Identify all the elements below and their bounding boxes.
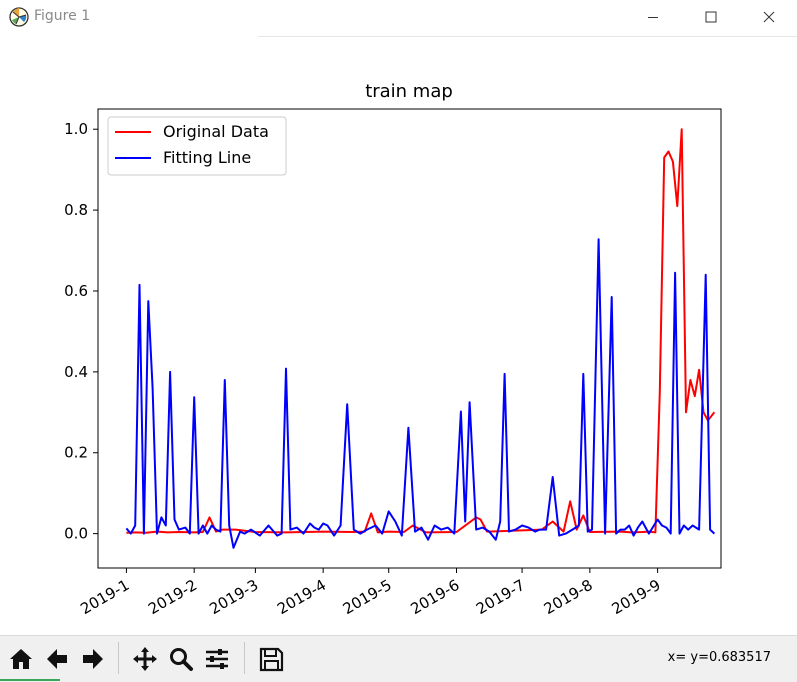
move-cross-icon bbox=[133, 647, 157, 671]
legend-label-original-data: Original Data bbox=[163, 122, 269, 141]
home-button[interactable] bbox=[6, 644, 36, 674]
chart-title: train map bbox=[365, 81, 453, 102]
x-tick-label: 2019-6 bbox=[407, 576, 462, 618]
series-line-fitting-line bbox=[125, 238, 716, 549]
close-icon bbox=[763, 11, 775, 23]
series-line-original-data bbox=[126, 128, 716, 534]
legend-box bbox=[107, 116, 287, 176]
titlebar-divider bbox=[258, 36, 797, 37]
x-tick-label: 2019-4 bbox=[274, 576, 329, 618]
window-bottom-accent bbox=[0, 679, 60, 681]
x-tick-label: 2019-8 bbox=[541, 576, 596, 618]
cursor-coordinates: x= y=0.683517 bbox=[667, 650, 771, 665]
home-icon bbox=[10, 649, 32, 669]
back-button[interactable] bbox=[42, 644, 72, 674]
y-tick-label: 0.4 bbox=[64, 363, 88, 381]
magnifier-icon bbox=[170, 648, 193, 671]
pan-button[interactable] bbox=[130, 644, 160, 674]
toolbar-separator bbox=[118, 642, 119, 674]
forward-button[interactable] bbox=[78, 644, 108, 674]
x-tick-label: 2019-9 bbox=[609, 576, 664, 618]
y-tick-label: 0.6 bbox=[64, 282, 88, 300]
arrow-left-icon bbox=[47, 649, 67, 669]
close-button[interactable] bbox=[746, 0, 792, 34]
plot-area-frame bbox=[97, 108, 722, 569]
zoom-button[interactable] bbox=[166, 644, 196, 674]
save-button[interactable] bbox=[256, 644, 286, 674]
window-titlebar: Figure 1 bbox=[0, 0, 797, 36]
x-tick-label: 2019-7 bbox=[473, 576, 528, 618]
matplotlib-logo-icon bbox=[8, 6, 30, 28]
figure-canvas[interactable]: train map 2019-1 2019-2 2019-3 2019-4 2019-5… bbox=[0, 37, 797, 635]
minimize-icon bbox=[648, 17, 658, 18]
minimize-button[interactable] bbox=[630, 0, 676, 34]
x-tick-label: 2019-2 bbox=[145, 576, 200, 618]
legend-label-fitting-line: Fitting Line bbox=[163, 148, 251, 167]
arrow-right-icon bbox=[83, 649, 103, 669]
toolbar-separator bbox=[244, 642, 245, 674]
x-tick-label: 2019-1 bbox=[77, 576, 132, 618]
window-title: Figure 1 bbox=[34, 8, 91, 24]
x-tick-label: 2019-5 bbox=[340, 576, 395, 618]
y-tick-label: 0.0 bbox=[64, 525, 88, 543]
line-chart[interactable]: train map 2019-1 2019-2 2019-3 2019-4 2019-5… bbox=[0, 37, 797, 635]
navigation-toolbar: x= y=0.683517 bbox=[0, 635, 797, 682]
maximize-button[interactable] bbox=[688, 0, 734, 34]
configure-subplots-button[interactable] bbox=[202, 644, 232, 674]
floppy-disk-icon bbox=[259, 647, 284, 672]
y-tick-label: 0.2 bbox=[64, 444, 88, 462]
maximize-icon bbox=[705, 11, 717, 23]
x-tick-label: 2019-3 bbox=[206, 576, 261, 618]
sliders-icon bbox=[206, 649, 228, 669]
y-tick-label: 1.0 bbox=[64, 120, 88, 138]
legend: Original Data Fitting Line bbox=[107, 116, 287, 176]
y-tick-label: 0.8 bbox=[64, 201, 88, 219]
